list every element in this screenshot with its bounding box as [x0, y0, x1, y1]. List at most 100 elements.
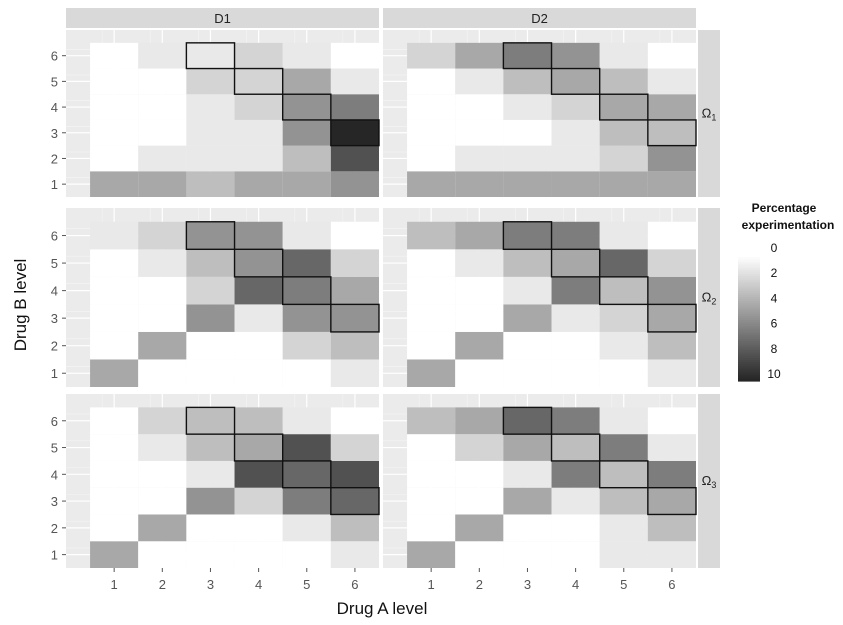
- tile-D2-2-a6-b2: [647, 331, 696, 360]
- y-tick-label-2-3: 3: [51, 311, 58, 326]
- tile-D1-2-a1-b4: [90, 276, 139, 305]
- tile-D1-2-a2-b6: [138, 221, 187, 250]
- tile-D2-2-a4-b2: [551, 331, 600, 360]
- outlined-cell-D2-3-a3-b6: [502, 406, 553, 435]
- tile-D2-2-a6-b4: [647, 276, 696, 305]
- tile-D1-3-a5-b3: [282, 487, 331, 515]
- tile-D2-3-a6-b4: [647, 460, 696, 488]
- tile-D1-1-a4-b4: [234, 94, 283, 120]
- tile-D2-3-a3-b2: [503, 514, 552, 542]
- tile-D2-3-a3-b6: [503, 407, 552, 435]
- row-strip-3: [698, 394, 720, 568]
- tile-D2-3-a1-b1: [407, 541, 456, 568]
- legend-label-2: 2: [771, 266, 778, 280]
- tile-D1-2-a1-b3: [90, 304, 139, 332]
- y-tick-label-1-2: 2: [51, 151, 58, 166]
- y-tick-label-2-1: 1: [51, 366, 58, 381]
- tile-D1-1-a3-b2: [186, 145, 235, 172]
- legend-gradient-step: [738, 349, 760, 353]
- tile-D2-2-a4-b5: [551, 249, 600, 277]
- outlined-cell-D2-2-a5-b4: [598, 276, 649, 306]
- tile-D1-1-a4-b3: [234, 119, 283, 146]
- legend: Percentage experimentation 0 2 4 6 8 10: [738, 201, 834, 382]
- tile-D1-2-a2-b3: [138, 304, 187, 332]
- legend-gradient-step: [738, 297, 760, 300]
- legend-gradient-step: [738, 301, 760, 304]
- tile-D1-1-a5-b5: [282, 68, 331, 95]
- tile-D2-3-a4-b5: [551, 434, 600, 461]
- tile-D1-3-a1-b4: [90, 460, 139, 488]
- tile-D2-1-a1-b1: [407, 171, 456, 197]
- legend-title-line1: Percentage: [752, 201, 817, 215]
- tile-D2-1-a4-b1: [551, 171, 600, 197]
- tile-D1-2-a5-b3: [282, 304, 331, 332]
- y-tick-label-2-6: 6: [51, 229, 58, 244]
- legend-gradient-step: [738, 330, 760, 334]
- tile-D2-2-a5-b5: [599, 249, 648, 277]
- legend-gradient-step: [738, 324, 760, 327]
- tile-D1-1-a5-b1: [282, 171, 331, 197]
- legend-gradient-step: [738, 315, 760, 319]
- tile-D1-1-a4-b5: [234, 68, 283, 95]
- tile-D2-1-a3-b5: [503, 68, 552, 95]
- tile-D2-1-a1-b2: [407, 145, 456, 172]
- tile-D1-2-a2-b4: [138, 276, 187, 305]
- tile-D1-2-a6-b6: [330, 221, 379, 250]
- tile-D1-1-a2-b1: [138, 171, 187, 197]
- tile-D1-3-a3-b5: [186, 434, 235, 461]
- legend-gradient-step: [738, 307, 760, 311]
- tile-D2-1-a3-b6: [503, 42, 552, 69]
- tile-D1-1-a4-b1: [234, 171, 283, 197]
- legend-gradient-step: [738, 292, 760, 296]
- tile-D1-2-a4-b1: [234, 359, 283, 387]
- column-strip-D2: [383, 8, 696, 28]
- tile-D1-3-a1-b3: [90, 487, 139, 515]
- axes-layer: 1 2 3 4 5 6 1 2 3 4 5 6 1 2 3 4 5 6 1 2 3 4 5 6 1 2 3 4 5 6: [51, 49, 676, 592]
- tile-D1-1-a3-b5: [186, 68, 235, 95]
- tile-D2-3-a6-b3: [647, 487, 696, 515]
- tile-D2-3-a1-b2: [407, 514, 456, 542]
- tile-D2-1-a6-b5: [647, 68, 696, 95]
- y-tick-label-3-3: 3: [51, 494, 58, 509]
- tile-D2-3-a4-b3: [551, 487, 600, 515]
- legend-gradient-step: [738, 355, 760, 359]
- tile-D1-3-a1-b2: [90, 514, 139, 542]
- tile-D1-3-a6-b1: [330, 541, 379, 568]
- tile-D2-3-a2-b3: [455, 487, 504, 515]
- tile-D2-2-a5-b3: [599, 304, 648, 332]
- tile-D2-2-a4-b6: [551, 221, 600, 250]
- tile-D2-2-a1-b5: [407, 249, 456, 277]
- tile-D2-1-a3-b2: [503, 145, 552, 172]
- tile-D2-3-a5-b3: [599, 487, 648, 515]
- tile-D2-1-a5-b4: [599, 94, 648, 120]
- tile-D2-3-a2-b6: [455, 407, 504, 435]
- y-tick-label-3-4: 4: [51, 467, 58, 482]
- tile-D2-2-a4-b4: [551, 276, 600, 305]
- legend-gradient-step: [738, 313, 760, 317]
- legend-gradient-step: [738, 345, 760, 348]
- legend-gradient-step: [738, 334, 760, 338]
- tile-D2-3-a3-b3: [503, 487, 552, 515]
- tile-D2-1-a6-b6: [647, 42, 696, 69]
- tile-D1-3-a2-b2: [138, 514, 187, 542]
- tile-D1-2-a6-b3: [330, 304, 379, 332]
- tile-D2-2-a6-b5: [647, 249, 696, 277]
- tile-D1-1-a2-b4: [138, 94, 187, 120]
- legend-gradient-step: [738, 378, 760, 382]
- tile-D1-2-a3-b1: [186, 359, 235, 387]
- tile-D1-3-a4-b2: [234, 514, 283, 542]
- legend-gradient-step: [738, 374, 760, 378]
- tile-D2-2-a2-b3: [455, 304, 504, 332]
- tile-D1-3-a4-b1: [234, 541, 283, 568]
- tile-D1-1-a6-b3: [330, 119, 379, 146]
- legend-gradient-step: [738, 290, 760, 294]
- legend-gradient-step: [738, 370, 760, 374]
- tile-D1-3-a3-b4: [186, 460, 235, 488]
- tile-D2-3-a6-b6: [647, 407, 696, 435]
- tile-D2-2-a4-b1: [551, 359, 600, 387]
- tile-D1-1-a3-b3: [186, 119, 235, 146]
- legend-gradient-step: [738, 357, 760, 361]
- tile-D1-2-a4-b3: [234, 304, 283, 332]
- tile-D2-2-a3-b2: [503, 331, 552, 360]
